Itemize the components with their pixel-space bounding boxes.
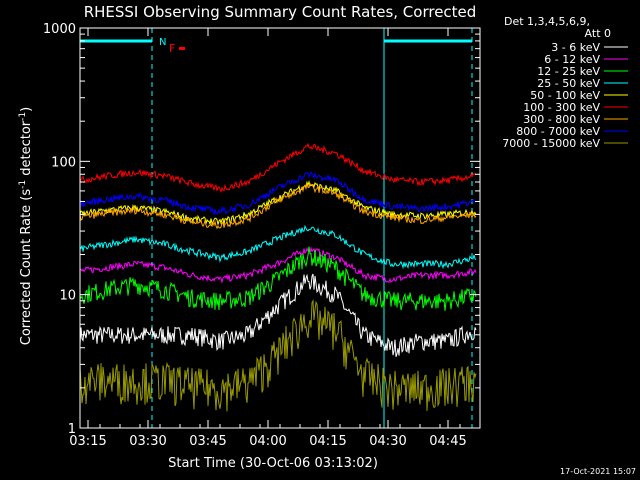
legend-header-line2: Att 0 <box>585 27 611 40</box>
series-line-1 <box>79 246 477 284</box>
legend-label-2: 12 - 25 keV <box>537 65 600 78</box>
x-tick-label-0: 03:15 <box>69 434 106 449</box>
y-tick-label-3: 1000 <box>43 22 76 37</box>
series-line-0 <box>79 273 477 357</box>
series-line-7 <box>79 170 477 217</box>
x-tick-label-2: 03:45 <box>189 434 226 449</box>
flare-marker-label: F <box>169 42 175 55</box>
legend-label-8: 7000 - 15000 keV <box>502 137 600 150</box>
x-tick-label-3: 04:00 <box>249 434 286 449</box>
x-tick-label-6: 04:45 <box>429 434 466 449</box>
y-tick-label-1: 10 <box>59 289 76 304</box>
flare-marker-bar <box>179 47 185 50</box>
legend-label-1: 6 - 12 keV <box>544 53 600 66</box>
night-flag-label: N <box>159 37 166 48</box>
series-line-8 <box>79 299 477 412</box>
legend-label-4: 50 - 100 keV <box>530 89 600 102</box>
series-line-5 <box>79 142 477 194</box>
x-tick-label-4: 04:15 <box>309 434 346 449</box>
legend-label-3: 25 - 50 keV <box>537 77 600 90</box>
x-tick-label-1: 03:30 <box>129 434 166 449</box>
series-line-6 <box>79 183 477 230</box>
legend-header-line1: Det 1,3,4,5,6,9, <box>504 15 590 28</box>
timestamp: 17-Oct-2021 15:07 <box>560 467 636 476</box>
y-axis-label: Corrected Count Rate (s-1 detector-1) <box>18 107 34 345</box>
legend-label-5: 100 - 300 keV <box>523 101 600 114</box>
legend-label-7: 800 - 7000 keV <box>516 125 600 138</box>
chart-title: RHESSI Observing Summary Count Rates, Co… <box>84 3 477 21</box>
x-axis-label: Start Time (30-Oct-06 03:13:02) <box>168 456 378 471</box>
plot-frame <box>79 27 481 429</box>
axes: 03:15 03:30 03:45 04:00 04:15 04:30 04:45 1 10 10… <box>43 22 481 449</box>
series-line-2 <box>79 246 477 311</box>
legend-label-6: 300 - 800 keV <box>523 113 600 126</box>
series-line-4 <box>79 180 477 226</box>
y-tick-label-0: 1 <box>68 422 76 437</box>
series-line-3 <box>79 224 477 270</box>
legend-label-0: 3 - 6 keV <box>551 41 600 54</box>
x-tick-label-5: 04:30 <box>369 434 406 449</box>
y-tick-label-2: 100 <box>51 155 76 170</box>
